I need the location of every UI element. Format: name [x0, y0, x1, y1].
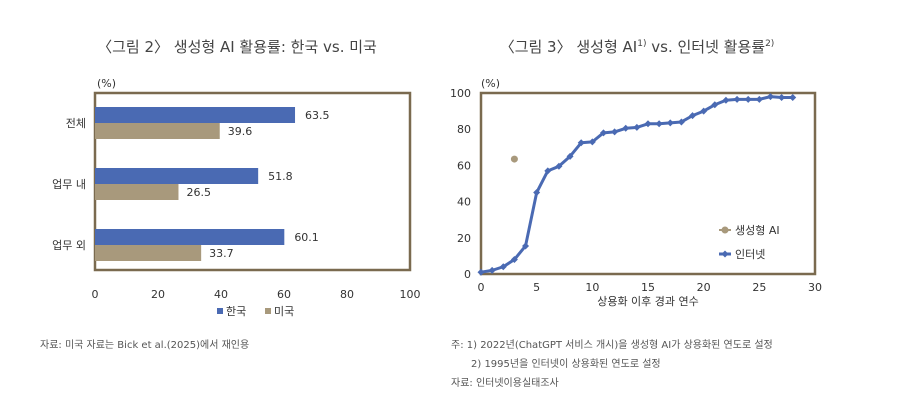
x-tick-label: 20 — [697, 281, 711, 294]
y-tick-label: 100 — [450, 87, 471, 100]
x-tick-label: 5 — [533, 281, 540, 294]
x-tick-label: 0 — [92, 288, 99, 301]
y-tick-label: 80 — [457, 123, 471, 136]
internet-point — [733, 95, 741, 103]
x-tick-label: 30 — [808, 281, 822, 294]
x-tick-label: 10 — [585, 281, 599, 294]
legend-genai-marker — [721, 226, 729, 234]
chart2-source: 자료: 미국 자료는 Bick et al.(2025)에서 재인용 — [40, 340, 250, 351]
bar-value-label: 63.5 — [305, 109, 330, 122]
legend-swatch — [217, 308, 223, 314]
chart3-plot-frame — [479, 91, 817, 276]
chart3-unit: (%) — [481, 77, 500, 90]
internet-point — [533, 189, 541, 197]
legend-label: 미국 — [274, 305, 294, 318]
legend-internet-marker — [721, 250, 729, 258]
internet-point — [522, 242, 530, 250]
bar-value-label: 51.8 — [268, 170, 293, 183]
y-tick-label: 60 — [457, 159, 471, 172]
legend-label: 한국 — [226, 305, 246, 318]
legend-internet-label: 인터넷 — [735, 248, 765, 261]
category-label: 업무 내 — [52, 178, 86, 191]
bar — [95, 168, 259, 184]
bar — [95, 245, 202, 261]
internet-point — [711, 101, 719, 109]
x-tick-label: 60 — [277, 288, 291, 301]
category-label: 전체 — [66, 117, 86, 130]
x-tick-label: 0 — [478, 281, 485, 294]
bar-value-label: 26.5 — [186, 186, 211, 199]
internet-point — [778, 94, 786, 102]
chart3-source: 자료: 인터넷이용실태조사 — [451, 378, 559, 389]
internet-point — [633, 123, 641, 131]
internet-point — [766, 93, 774, 101]
y-tick-label: 0 — [464, 268, 471, 281]
internet-point — [555, 162, 563, 170]
internet-point — [544, 167, 552, 175]
internet-point — [611, 128, 619, 136]
bar — [95, 184, 179, 200]
internet-point — [789, 94, 797, 102]
internet-point — [477, 268, 485, 276]
internet-point — [677, 118, 685, 126]
bar-value-label: 33.7 — [209, 247, 234, 260]
legend-swatch — [265, 308, 271, 314]
genai-point — [510, 155, 518, 163]
internet-point — [510, 256, 518, 264]
chart3-title: 〈그림 3〉 생성형 AI1) vs. 인터넷 활용률2) — [500, 38, 775, 56]
internet-point — [577, 139, 585, 147]
chart2-title: 〈그림 2〉 생성형 AI 활용률: 한국 vs. 미국 — [97, 38, 377, 56]
internet-point — [744, 95, 752, 103]
internet-point — [599, 129, 607, 137]
chart3-note-2: 2) 1995년을 인터넷이 상용화된 연도로 설정 — [471, 359, 661, 370]
internet-point — [566, 152, 574, 160]
internet-point — [622, 124, 630, 132]
chart3-x-axis-label: 상용화 이후 경과 연수 — [597, 295, 699, 308]
internet-point — [755, 95, 763, 103]
chart3-note-1: 주: 1) 2022년(ChatGPT 서비스 개시)을 생성형 AI가 상용화… — [451, 340, 773, 351]
internet-point — [488, 266, 496, 274]
internet-point — [655, 120, 663, 128]
bar — [95, 229, 285, 245]
x-tick-label: 100 — [400, 288, 421, 301]
x-tick-label: 40 — [214, 288, 228, 301]
internet-point — [644, 120, 652, 128]
internet-point — [499, 263, 507, 271]
internet-point — [666, 119, 674, 127]
y-tick-label: 40 — [457, 196, 471, 209]
bar-value-label: 60.1 — [294, 231, 319, 244]
bar — [95, 123, 220, 139]
x-tick-label: 15 — [641, 281, 655, 294]
category-label: 업무 외 — [52, 239, 86, 252]
internet-point — [722, 96, 730, 104]
internet-point — [700, 107, 708, 115]
bar-value-label: 39.6 — [228, 125, 253, 138]
y-tick-label: 20 — [457, 232, 471, 245]
x-tick-label: 80 — [340, 288, 354, 301]
internet-point — [689, 112, 697, 120]
chart2-unit: (%) — [97, 77, 116, 90]
bar — [95, 107, 296, 123]
internet-point — [588, 138, 596, 146]
x-tick-label: 25 — [752, 281, 766, 294]
legend-genai-label: 생성형 AI — [735, 224, 780, 237]
x-tick-label: 20 — [151, 288, 165, 301]
